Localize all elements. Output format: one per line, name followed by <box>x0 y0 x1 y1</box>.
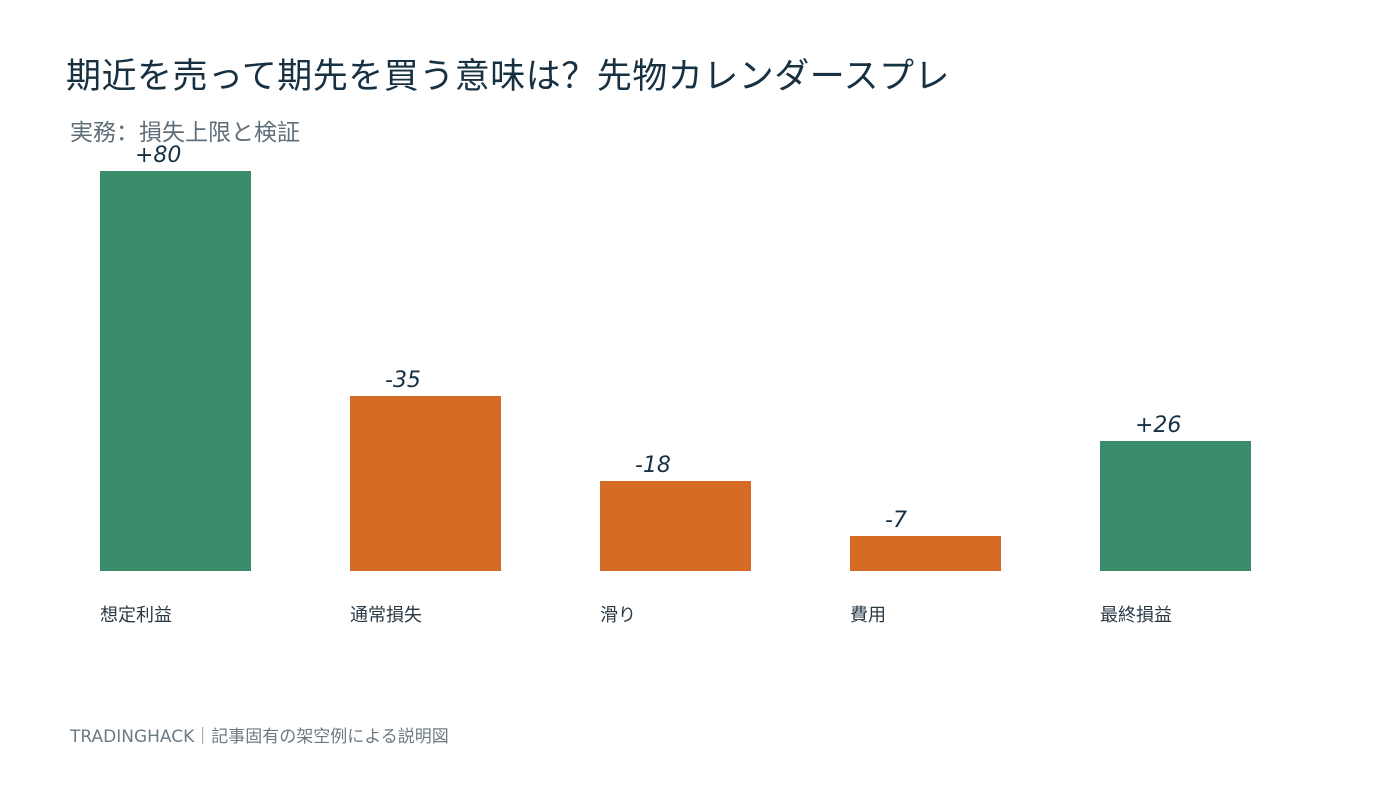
bar-1 <box>100 171 251 571</box>
category-label: 費用 <box>850 605 886 626</box>
bar-4 <box>850 536 1001 571</box>
bar-value-label: +80 <box>135 143 181 168</box>
category-label: 滑り <box>600 605 636 626</box>
page-subtitle: 実務：損失上限と検証 <box>70 120 300 146</box>
bar-value-label: -35 <box>385 368 421 393</box>
category-label: 通常損失 <box>350 605 422 626</box>
bar-value-label: +26 <box>1135 413 1181 438</box>
bar-5 <box>1100 441 1251 571</box>
bar-value-label: -18 <box>635 453 671 478</box>
bar-2 <box>350 396 501 571</box>
page-title: 期近を売って期先を買う意味は？先物カレンダースプレ <box>66 57 951 97</box>
bar-3 <box>600 481 751 571</box>
category-label: 想定利益 <box>100 605 172 626</box>
category-label: 最終損益 <box>1100 605 1172 626</box>
footer-credit: TRADINGHACK｜記事固有の架空例による説明図 <box>70 727 449 747</box>
bar-value-label: -7 <box>885 508 907 533</box>
